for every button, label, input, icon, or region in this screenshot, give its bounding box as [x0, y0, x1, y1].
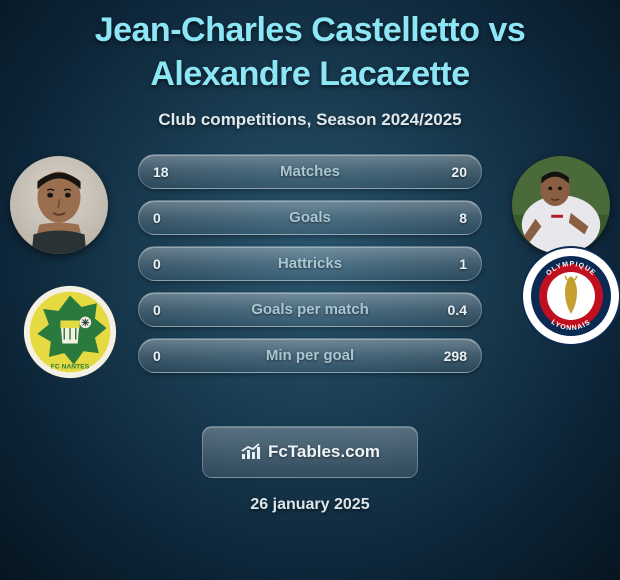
stat-right-value: 0.4	[448, 302, 467, 318]
club-left-badge: FC NANTES	[22, 284, 118, 380]
stat-right-value: 8	[459, 210, 467, 226]
date-line: 26 january 2025	[0, 496, 620, 514]
stat-left-value: 0	[153, 210, 161, 226]
stat-row-goals-per-match: 0 Goals per match 0.4	[138, 292, 482, 327]
stat-label: Goals	[289, 209, 331, 226]
svg-text:FC NANTES: FC NANTES	[51, 364, 90, 371]
stat-left-value: 0	[153, 348, 161, 364]
subtitle: Club competitions, Season 2024/2025	[0, 110, 620, 130]
page-title: Jean-Charles Castelletto vs Alexandre La…	[0, 8, 620, 96]
player-left-avatar	[10, 156, 108, 254]
stat-left-value: 0	[153, 256, 161, 272]
club-right-badge: OLYMPIQUE LYONNAIS	[521, 246, 620, 346]
comparison-card: Jean-Charles Castelletto vs Alexandre La…	[0, 0, 620, 580]
stat-row-goals: 0 Goals 8	[138, 200, 482, 235]
stat-right-value: 20	[451, 164, 467, 180]
stat-right-value: 1	[459, 256, 467, 272]
chart-icon	[240, 443, 262, 461]
brand-text: FcTables.com	[268, 442, 380, 462]
stat-row-hattricks: 0 Hattricks 1	[138, 246, 482, 281]
stat-label: Hattricks	[278, 255, 342, 272]
brand-badge[interactable]: FcTables.com	[202, 426, 418, 478]
stat-left-value: 0	[153, 302, 161, 318]
stat-left-value: 18	[153, 164, 169, 180]
stat-bars: 18 Matches 20 0 Goals 8 0 Hattricks 1 0 …	[138, 154, 482, 384]
stat-right-value: 298	[444, 348, 467, 364]
stat-row-min-per-goal: 0 Min per goal 298	[138, 338, 482, 373]
stats-area: FC NANTES OLYMPIQUE LYONNAIS	[0, 154, 620, 414]
stat-row-matches: 18 Matches 20	[138, 154, 482, 189]
stat-label: Goals per match	[251, 301, 369, 318]
stat-label: Matches	[280, 163, 340, 180]
player-right-avatar	[512, 156, 610, 254]
stat-label: Min per goal	[266, 347, 354, 364]
